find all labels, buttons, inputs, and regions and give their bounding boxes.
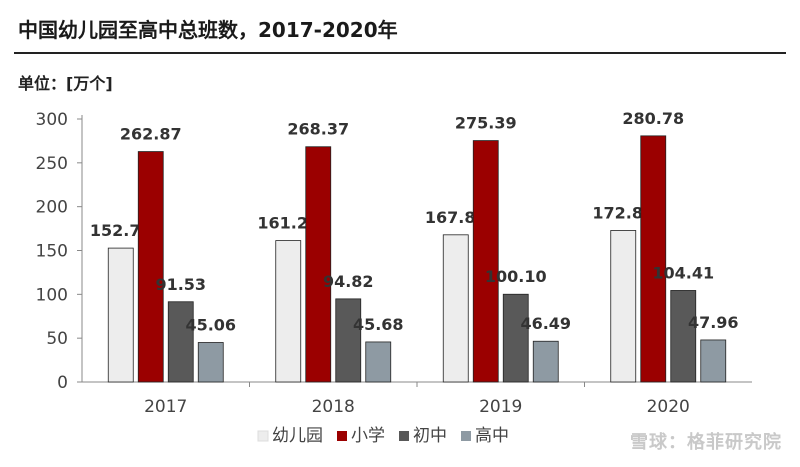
title-divider (14, 52, 786, 54)
data-label: 161.29 (257, 214, 319, 233)
watermark: 雪球：格菲研究院 (630, 432, 782, 453)
bar (502, 293, 529, 383)
data-label: 172.86 (592, 203, 654, 222)
y-tick-label: 50 (46, 329, 68, 349)
legend-label: 小学 (351, 426, 385, 446)
data-label: 94.82 (323, 272, 374, 291)
bar (670, 290, 697, 383)
bar (335, 298, 362, 383)
data-label: 91.53 (155, 275, 206, 294)
bar (305, 146, 332, 383)
data-label: 47.96 (688, 313, 739, 332)
bar (167, 301, 194, 383)
x-tick-label: 2020 (647, 397, 690, 417)
legend-swatch (461, 431, 471, 441)
bar (137, 151, 164, 383)
x-tick-label: 2017 (144, 397, 187, 417)
chart-title: 中国幼儿园至高中总班数，2017-2020年 (18, 18, 398, 42)
y-tick-label: 300 (36, 110, 68, 130)
legend-label: 初中 (413, 426, 447, 446)
x-tick-label: 2018 (312, 397, 355, 417)
legend-swatch (337, 431, 347, 441)
y-tick-label: 200 (36, 198, 68, 218)
y-tick-label: 100 (36, 285, 68, 305)
y-tick-label: 150 (36, 242, 68, 262)
legend-label: 高中 (475, 426, 509, 446)
bar (275, 240, 302, 383)
bar (365, 341, 392, 383)
unit-label: 单位：[万个] (18, 74, 113, 93)
bar (442, 234, 469, 383)
data-label: 152.74 (90, 221, 152, 240)
bar (640, 135, 667, 383)
data-label: 167.89 (425, 208, 487, 227)
legend-swatch (399, 431, 409, 441)
legend-swatch (257, 430, 269, 442)
bar (107, 247, 134, 383)
bar (472, 140, 499, 383)
bar (197, 342, 224, 383)
data-label: 45.68 (353, 315, 404, 334)
data-label: 280.78 (622, 109, 684, 128)
y-tick-label: 250 (36, 154, 68, 174)
bar (610, 230, 637, 383)
legend-label: 幼儿园 (272, 426, 323, 446)
data-label: 275.39 (455, 114, 517, 133)
data-label: 100.10 (485, 267, 547, 286)
data-label: 268.37 (287, 120, 349, 139)
x-tick-label: 2019 (479, 397, 522, 417)
bar (700, 339, 727, 383)
y-tick-label: 0 (57, 373, 68, 393)
data-label: 262.87 (120, 125, 182, 144)
data-label: 46.49 (520, 314, 571, 333)
data-label: 104.41 (652, 263, 714, 282)
bar (532, 340, 559, 383)
data-label: 45.06 (185, 315, 236, 334)
